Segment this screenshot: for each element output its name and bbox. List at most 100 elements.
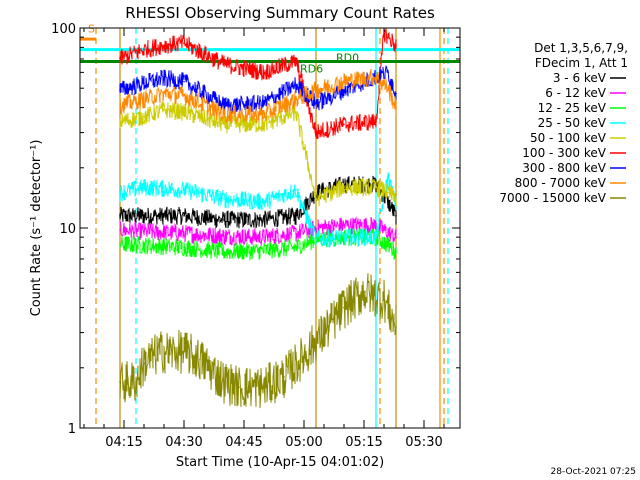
series-5 (119, 28, 397, 139)
data-point (183, 42, 185, 44)
data-point (387, 71, 389, 74)
data-point (223, 63, 225, 65)
data-point (119, 58, 121, 60)
legend-entry-8: 7000 - 15000 keV (499, 191, 606, 205)
legend-header-1: FDecim 1, Att 1 (535, 56, 628, 70)
data-point (159, 351, 161, 353)
x-tick-label: 04:15 (105, 435, 142, 450)
data-point (387, 231, 389, 234)
data-point (223, 235, 225, 237)
data-point (387, 36, 389, 38)
series-1 (119, 216, 397, 247)
data-point (315, 227, 317, 229)
data-point (223, 113, 225, 116)
data-point (239, 386, 241, 388)
data-point (295, 246, 297, 249)
legend-entry-5: 100 - 300 keV (522, 146, 606, 160)
data-point (343, 306, 345, 309)
data-point (143, 98, 145, 101)
data-point (163, 92, 165, 95)
x-tick-label: 05:15 (345, 435, 382, 450)
legend-header-0: Det 1,3,5,6,7,9, (534, 41, 628, 55)
legend-entry-3: 25 - 50 keV (538, 116, 607, 130)
series-line-1 (119, 216, 397, 247)
data-point (295, 189, 297, 191)
x-tick-label: 05:00 (285, 435, 322, 450)
series-line-6 (119, 65, 397, 114)
data-point (315, 131, 317, 134)
data-point (387, 176, 389, 178)
data-point (183, 189, 185, 191)
y-axis-label: Count Rate (s⁻¹ detector⁻¹) (29, 140, 44, 317)
data-point (163, 108, 165, 111)
y-tick-label: 100 (51, 22, 76, 37)
data-point (143, 215, 145, 217)
data-point (387, 201, 389, 203)
data-point (343, 224, 345, 227)
data-point (343, 80, 345, 83)
data-point (263, 249, 265, 252)
data-point (387, 244, 389, 247)
data-point (163, 77, 165, 80)
data-point (183, 94, 185, 97)
chart-title: RHESSI Observing Summary Count Rates (125, 4, 435, 22)
x-tick-label: 04:45 (225, 435, 262, 450)
data-point (223, 123, 225, 126)
data-point (383, 31, 385, 34)
data-point (119, 215, 121, 217)
data-point (283, 376, 285, 378)
data-point (223, 197, 225, 200)
data-point (223, 104, 225, 107)
series-7 (119, 69, 397, 124)
legend-entry-6: 300 - 800 keV (522, 161, 606, 175)
data-point (387, 191, 389, 194)
series-line-4 (119, 101, 397, 207)
y-tick-label: 10 (59, 222, 76, 237)
data-point (395, 197, 397, 200)
data-point (295, 83, 297, 86)
data-point (183, 215, 185, 217)
data-point (363, 290, 365, 293)
series-line-8 (119, 273, 397, 409)
data-point (295, 60, 297, 63)
data-point (223, 218, 225, 221)
data-point (263, 71, 265, 74)
data-point (295, 111, 297, 113)
data-point (395, 326, 397, 328)
data-point (143, 82, 145, 84)
data-point (263, 113, 265, 116)
legend-entry-0: 3 - 6 keV (553, 71, 607, 85)
data-point (143, 362, 145, 365)
series-6 (119, 65, 397, 114)
series-8 (119, 273, 397, 409)
data-point (119, 104, 121, 107)
data-point (387, 87, 389, 90)
data-point (375, 76, 377, 78)
data-point (395, 92, 397, 95)
data-point (315, 238, 317, 240)
data-point (263, 218, 265, 221)
data-point (315, 197, 317, 200)
data-point (343, 89, 345, 91)
data-point (263, 386, 265, 388)
data-point (375, 120, 377, 123)
data-point (119, 120, 121, 123)
data-point (183, 80, 185, 83)
data-point (395, 44, 397, 47)
data-point (375, 224, 377, 227)
data-point (119, 228, 121, 231)
data-point (119, 381, 121, 383)
data-point (395, 251, 397, 253)
data-point (143, 48, 145, 51)
legend-entry-4: 50 - 100 keV (530, 131, 607, 145)
data-point (323, 331, 325, 334)
data-point (263, 102, 265, 105)
x-axis-label: Start Time (10-Apr-15 04:01:02) (176, 455, 384, 470)
data-point (303, 354, 305, 357)
data-point (263, 201, 265, 203)
data-point (199, 358, 201, 361)
data-point (395, 236, 397, 238)
data-point (315, 89, 317, 91)
series-3 (119, 172, 397, 248)
